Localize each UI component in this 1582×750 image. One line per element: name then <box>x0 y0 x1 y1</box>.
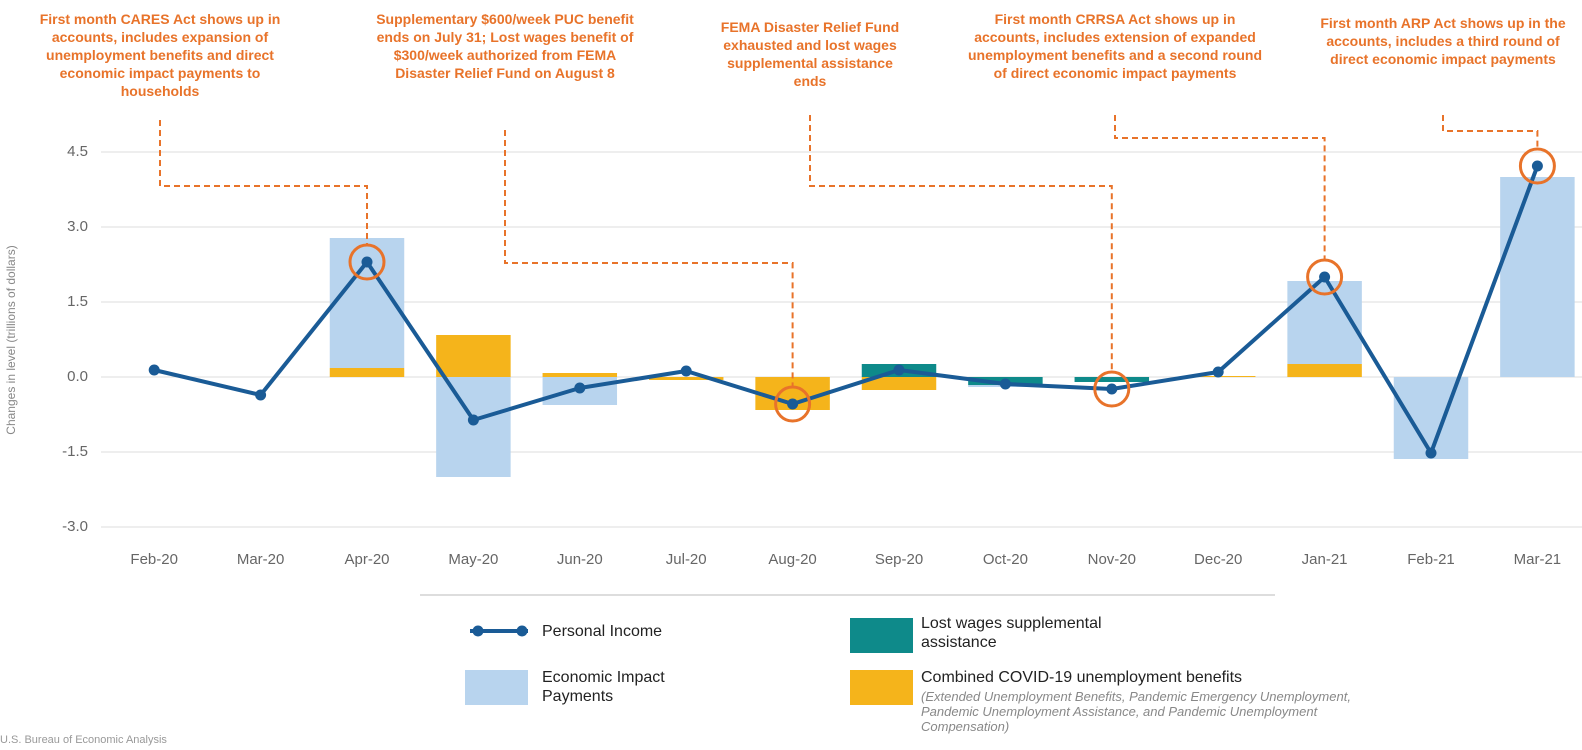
leader-line <box>1442 115 1539 148</box>
point <box>893 364 905 376</box>
line <box>153 165 1540 455</box>
highlight-ring <box>1518 147 1556 185</box>
x-tick-label: Oct-20 <box>983 551 1028 568</box>
point <box>1319 271 1331 283</box>
y-tick-label: 3.0 <box>67 218 88 235</box>
legend-label: Economic Impact Payments <box>542 669 665 705</box>
legend-swatch <box>850 670 913 705</box>
x-tick-label: Feb-21 <box>1407 551 1455 568</box>
x-tick-label: Mar-21 <box>1514 551 1562 568</box>
legend-swatch <box>465 670 528 705</box>
legend-point <box>472 625 484 637</box>
x-tick-label: Apr-20 <box>344 551 389 568</box>
x-tick-label: Jan-21 <box>1302 551 1348 568</box>
bar <box>1500 177 1575 377</box>
highlight-ring <box>1306 258 1344 296</box>
bar <box>329 368 405 377</box>
bar <box>1393 377 1469 459</box>
y-tick-label: -3.0 <box>62 518 88 535</box>
x-tick-label: Sep-20 <box>875 551 923 568</box>
legend-label: Combined COVID-19 unemployment benefits <box>921 669 1243 686</box>
legend-point <box>516 625 528 637</box>
leader-line <box>1114 115 1326 259</box>
point <box>680 365 692 377</box>
bar <box>1074 377 1150 382</box>
point <box>361 256 373 268</box>
annotation: FEMA Disaster Relief Fund exhausted and … <box>720 19 900 89</box>
point <box>1106 383 1118 395</box>
bar <box>542 373 618 377</box>
point <box>1531 160 1543 172</box>
point <box>999 378 1011 390</box>
annotation: Supplementary $600/week PUC benefit ends… <box>376 11 634 81</box>
annotation: First month ARP Act shows up in the acco… <box>1320 15 1566 67</box>
bar <box>436 335 511 377</box>
leader-line <box>504 130 794 386</box>
y-axis-label: Changes in level (trillions of dollars) <box>4 245 18 434</box>
point <box>1212 366 1224 378</box>
leader-line <box>159 120 368 244</box>
highlight-ring <box>348 243 386 281</box>
point <box>1425 447 1437 459</box>
legend-swatch <box>850 618 913 653</box>
annotation: First month CARES Act shows up in accoun… <box>39 11 281 99</box>
leader-line <box>809 115 1113 371</box>
x-tick-label: Aug-20 <box>768 551 816 568</box>
point <box>148 364 160 376</box>
bar <box>648 377 724 380</box>
bar <box>436 377 511 477</box>
x-tick-label: Nov-20 <box>1088 551 1136 568</box>
x-tick-label: Mar-20 <box>237 551 285 568</box>
highlight-ring <box>1093 370 1131 408</box>
x-tick-label: May-20 <box>448 551 498 568</box>
x-tick-label: Jun-20 <box>557 551 603 568</box>
y-tick-label: -1.5 <box>62 443 88 460</box>
highlight-ring <box>774 385 812 423</box>
bar <box>1287 364 1362 377</box>
x-tick-label: Feb-20 <box>130 551 178 568</box>
legend-note: (Extended Unemployment Benefits, Pandemi… <box>921 689 1351 734</box>
point <box>467 414 479 426</box>
x-tick-label: Jul-20 <box>666 551 707 568</box>
point <box>574 382 586 394</box>
source: U.S. Bureau of Economic Analysis <box>0 734 167 746</box>
y-tick-label: 0.0 <box>67 368 88 385</box>
x-tick-label: Dec-20 <box>1194 551 1242 568</box>
legend-label: Lost wages supplemental assistance <box>921 615 1102 651</box>
legend-label: Personal Income <box>542 623 663 640</box>
point <box>255 389 267 401</box>
annotation: First month CRRSA Act shows up in accoun… <box>967 11 1263 81</box>
bar <box>861 377 937 390</box>
point <box>787 398 799 410</box>
y-tick-label: 1.5 <box>67 293 88 310</box>
y-tick-label: 4.5 <box>67 143 88 160</box>
